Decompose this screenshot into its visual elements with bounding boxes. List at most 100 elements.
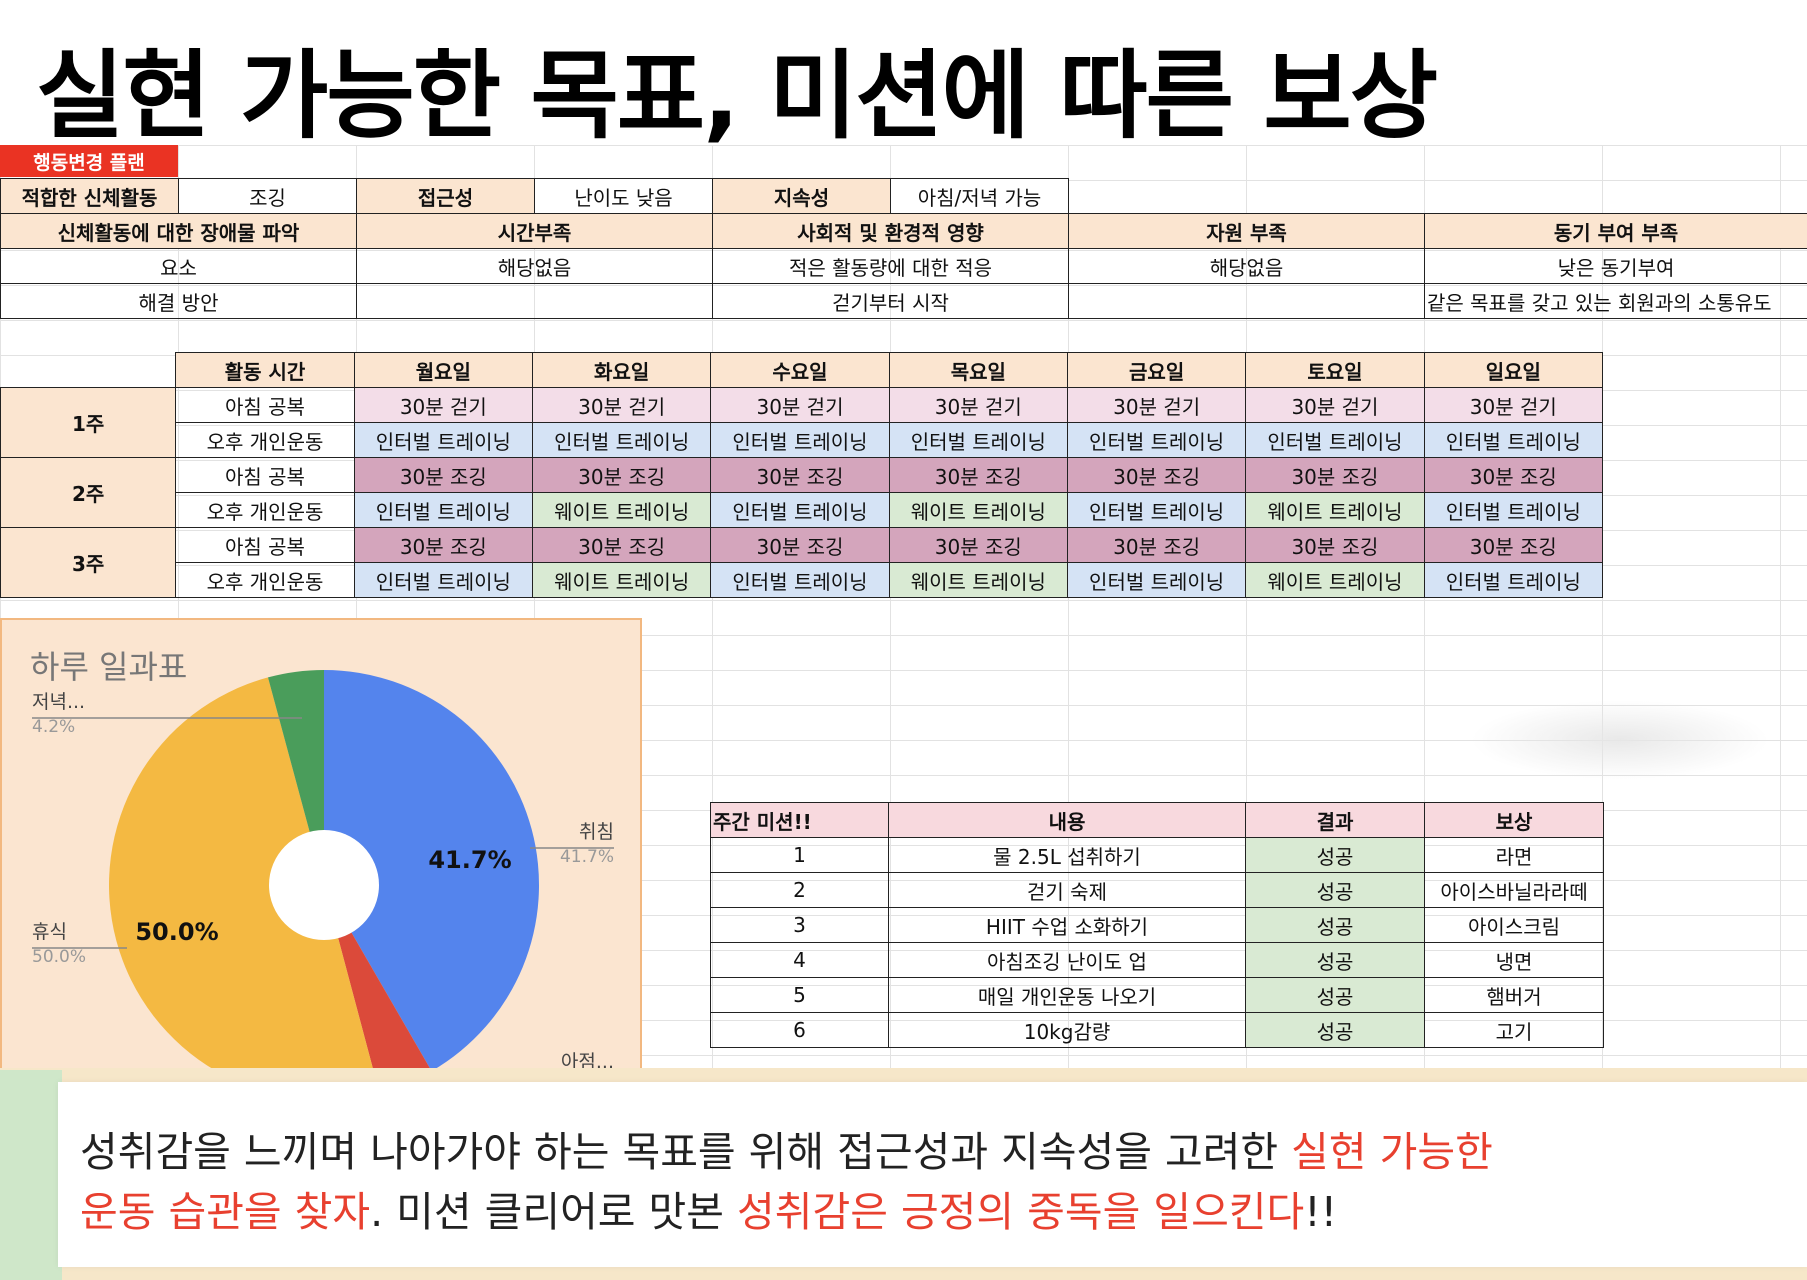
schedule-cell[interactable]: 30분 조깅 [531, 527, 712, 563]
mission-number[interactable]: 1 [710, 837, 889, 873]
cell[interactable]: 조깅 [178, 178, 357, 214]
schedule-cell[interactable]: 30분 조깅 [888, 527, 1068, 563]
mission-reward[interactable]: 고기 [1424, 1012, 1604, 1048]
cell[interactable]: 난이도 낮음 [534, 178, 713, 214]
schedule-cell[interactable]: 웨이트 트레이닝 [531, 492, 712, 528]
schedule-cell[interactable]: 30분 조깅 [1066, 527, 1247, 563]
cell[interactable]: 적합한 신체활동 [0, 178, 179, 214]
schedule-cell[interactable]: 30분 걷기 [710, 387, 890, 423]
activity-time-cell[interactable]: 오후 개인운동 [175, 562, 355, 598]
cell[interactable]: 사회적 및 환경적 영향 [712, 213, 1069, 249]
schedule-cell[interactable]: 인터벌 트레이닝 [353, 422, 533, 458]
schedule-header-cell[interactable]: 일요일 [1423, 352, 1604, 388]
mission-number[interactable]: 5 [710, 977, 889, 1013]
missions-header-cell[interactable]: 내용 [888, 802, 1246, 838]
activity-time-cell[interactable]: 오후 개인운동 [175, 492, 355, 528]
schedule-cell[interactable]: 30분 조깅 [1423, 527, 1604, 563]
week-label[interactable]: 2주 [0, 457, 177, 528]
pie-slice-2[interactable] [108, 677, 379, 1082]
cell[interactable]: 낮은 동기부여 [1424, 248, 1807, 284]
schedule-cell[interactable]: 인터벌 트레이닝 [710, 422, 890, 458]
schedule-cell[interactable]: 웨이트 트레이닝 [1245, 492, 1425, 528]
schedule-header-cell[interactable]: 월요일 [353, 352, 533, 388]
mission-reward[interactable]: 햄버거 [1424, 977, 1604, 1013]
schedule-header-cell[interactable]: 토요일 [1245, 352, 1425, 388]
mission-result[interactable]: 성공 [1245, 837, 1425, 873]
schedule-cell[interactable]: 인터벌 트레이닝 [1245, 422, 1425, 458]
schedule-cell[interactable]: 30분 걷기 [1066, 387, 1247, 423]
cell[interactable] [1068, 283, 1425, 319]
schedule-cell[interactable]: 30분 걷기 [1245, 387, 1425, 423]
schedule-cell[interactable]: 30분 조깅 [888, 457, 1068, 493]
schedule-header-cell[interactable]: 수요일 [710, 352, 890, 388]
schedule-cell[interactable]: 인터벌 트레이닝 [1066, 562, 1247, 598]
schedule-cell[interactable]: 웨이트 트레이닝 [531, 562, 712, 598]
schedule-cell[interactable]: 인터벌 트레이닝 [1423, 422, 1604, 458]
mission-content[interactable]: 아침조깅 난이도 업 [888, 942, 1246, 978]
cell[interactable]: 아침/저녁 가능 [890, 178, 1069, 214]
schedule-cell[interactable]: 30분 조깅 [353, 457, 533, 493]
empty-header-cell[interactable] [0, 352, 176, 388]
mission-content[interactable]: 매일 개인운동 나오기 [888, 977, 1246, 1013]
activity-time-cell[interactable]: 아침 공복 [175, 527, 355, 563]
cell[interactable]: 적은 활동량에 대한 적응 [712, 248, 1069, 284]
week-label[interactable]: 3주 [0, 527, 177, 598]
schedule-cell[interactable]: 인터벌 트레이닝 [1423, 492, 1604, 528]
schedule-cell[interactable]: 30분 걷기 [888, 387, 1068, 423]
schedule-cell[interactable]: 30분 걷기 [531, 387, 712, 423]
mission-reward[interactable]: 아이스크림 [1424, 907, 1604, 943]
schedule-header-cell[interactable]: 활동 시간 [175, 352, 355, 388]
schedule-cell[interactable]: 웨이트 트레이닝 [1245, 562, 1425, 598]
mission-result[interactable]: 성공 [1245, 1012, 1425, 1048]
activity-time-cell[interactable]: 아침 공복 [175, 387, 355, 423]
schedule-cell[interactable]: 인터벌 트레이닝 [1066, 422, 1247, 458]
schedule-cell[interactable]: 인터벌 트레이닝 [710, 492, 890, 528]
pie-slice-3[interactable] [267, 670, 324, 885]
schedule-cell[interactable]: 30분 조깅 [531, 457, 712, 493]
mission-content[interactable]: HIIT 수업 소화하기 [888, 907, 1246, 943]
cell[interactable]: 해당없음 [1068, 248, 1425, 284]
schedule-cell[interactable]: 30분 조깅 [1066, 457, 1247, 493]
mission-result[interactable]: 성공 [1245, 872, 1425, 908]
mission-number[interactable]: 3 [710, 907, 889, 943]
mission-number[interactable]: 2 [710, 872, 889, 908]
mission-content[interactable]: 10kg감량 [888, 1012, 1246, 1048]
cell[interactable]: 같은 목표를 갖고 있는 회원과의 소통유도 [1424, 283, 1807, 319]
mission-result[interactable]: 성공 [1245, 942, 1425, 978]
schedule-cell[interactable]: 30분 조깅 [1245, 527, 1425, 563]
cell[interactable]: 지속성 [712, 178, 891, 214]
schedule-cell[interactable]: 30분 조깅 [353, 527, 533, 563]
schedule-cell[interactable]: 인터벌 트레이닝 [353, 562, 533, 598]
mission-reward[interactable]: 냉면 [1424, 942, 1604, 978]
pie-slice-0[interactable] [324, 670, 539, 1072]
mission-result[interactable]: 성공 [1245, 907, 1425, 943]
mission-number[interactable]: 6 [710, 1012, 889, 1048]
schedule-header-cell[interactable]: 화요일 [531, 352, 712, 388]
cell[interactable]: 걷기부터 시작 [712, 283, 1069, 319]
schedule-cell[interactable]: 30분 조깅 [710, 527, 890, 563]
activity-time-cell[interactable]: 아침 공복 [175, 457, 355, 493]
mission-number[interactable]: 4 [710, 942, 889, 978]
schedule-cell[interactable]: 30분 조깅 [710, 457, 890, 493]
schedule-cell[interactable]: 웨이트 트레이닝 [888, 562, 1068, 598]
mission-result[interactable]: 성공 [1245, 977, 1425, 1013]
schedule-cell[interactable]: 인터벌 트레이닝 [710, 562, 890, 598]
mission-reward[interactable]: 아이스바닐라라떼 [1424, 872, 1604, 908]
cell[interactable]: 자원 부족 [1068, 213, 1425, 249]
schedule-cell[interactable]: 인터벌 트레이닝 [1066, 492, 1247, 528]
missions-header-cell[interactable]: 주간 미션!! [710, 802, 889, 838]
missions-header-cell[interactable]: 보상 [1424, 802, 1604, 838]
week-label[interactable]: 1주 [0, 387, 177, 458]
activity-time-cell[interactable]: 오후 개인운동 [175, 422, 355, 458]
cell[interactable] [356, 283, 713, 319]
cell[interactable]: 시간부족 [356, 213, 713, 249]
schedule-cell[interactable]: 인터벌 트레이닝 [1423, 562, 1604, 598]
mission-content[interactable]: 걷기 숙제 [888, 872, 1246, 908]
cell[interactable]: 신체활동에 대한 장애물 파악 [0, 213, 357, 249]
schedule-cell[interactable]: 인터벌 트레이닝 [353, 492, 533, 528]
schedule-header-cell[interactable]: 금요일 [1066, 352, 1247, 388]
cell[interactable]: 해당없음 [356, 248, 713, 284]
cell[interactable]: 접근성 [356, 178, 535, 214]
cell[interactable]: 동기 부여 부족 [1424, 213, 1807, 249]
schedule-cell[interactable]: 30분 조깅 [1423, 457, 1604, 493]
